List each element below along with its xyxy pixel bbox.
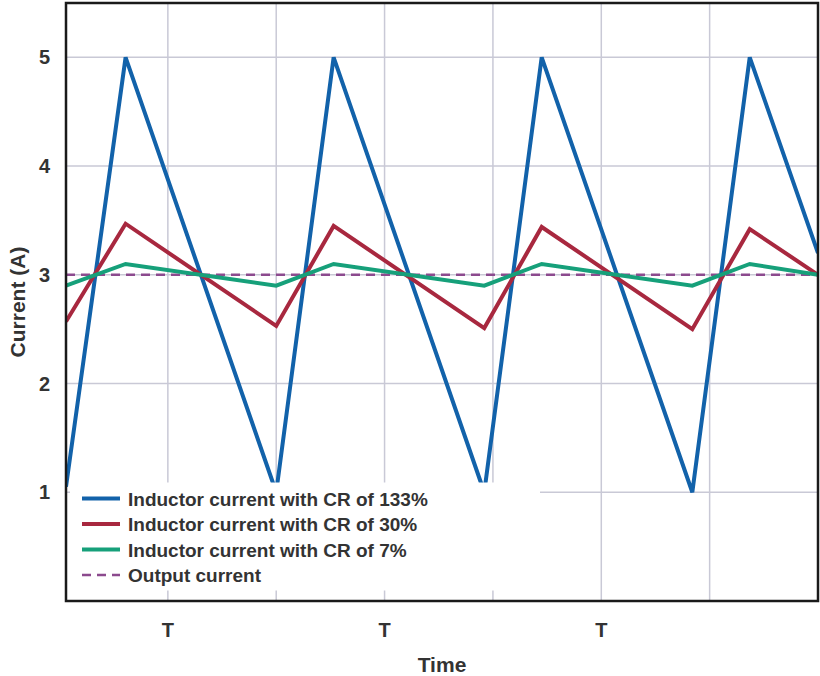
- data-group: [66, 57, 818, 492]
- x-axis-title: Time: [418, 653, 467, 676]
- y-tick-label: 2: [39, 373, 50, 395]
- x-tick-label: T: [162, 619, 174, 641]
- series-line: [66, 57, 818, 492]
- legend-swatch: [82, 497, 120, 501]
- y-grid-line: [66, 165, 818, 167]
- background: [0, 0, 820, 676]
- series-line: [66, 274, 818, 277]
- x-tick-label: T: [595, 619, 607, 641]
- legend-label: Inductor current with CR of 30%: [128, 514, 417, 535]
- grid: [66, 3, 818, 601]
- y-tick-label: 3: [39, 264, 50, 286]
- series-line: [66, 264, 818, 286]
- y-tick-label: 4: [39, 155, 51, 177]
- x-grid-line: [601, 3, 603, 601]
- y-axis-title: Current (A): [6, 247, 29, 358]
- legend-label: Output current: [128, 565, 262, 586]
- plot-frame: [66, 3, 818, 601]
- legend-label: Inductor current with CR of 7%: [128, 540, 407, 561]
- chart: 1 2 3 4 5 T T T Time Current (A) Inductor current …: [0, 0, 820, 676]
- series-line: [66, 224, 818, 329]
- legend-box: [70, 483, 540, 591]
- x-tick-label: T: [378, 619, 390, 641]
- legend-label: Inductor current with CR of 133%: [128, 489, 428, 510]
- y-grid-line: [66, 274, 818, 276]
- y-tick-label: 1: [39, 481, 50, 503]
- legend-swatch: [82, 574, 120, 577]
- legend-swatch: [82, 522, 120, 526]
- legend: Inductor current with CR of 133% Inductor…: [70, 483, 540, 591]
- y-grid-line: [66, 57, 818, 59]
- y-tick-label: 5: [39, 46, 50, 68]
- legend-swatch: [82, 548, 120, 552]
